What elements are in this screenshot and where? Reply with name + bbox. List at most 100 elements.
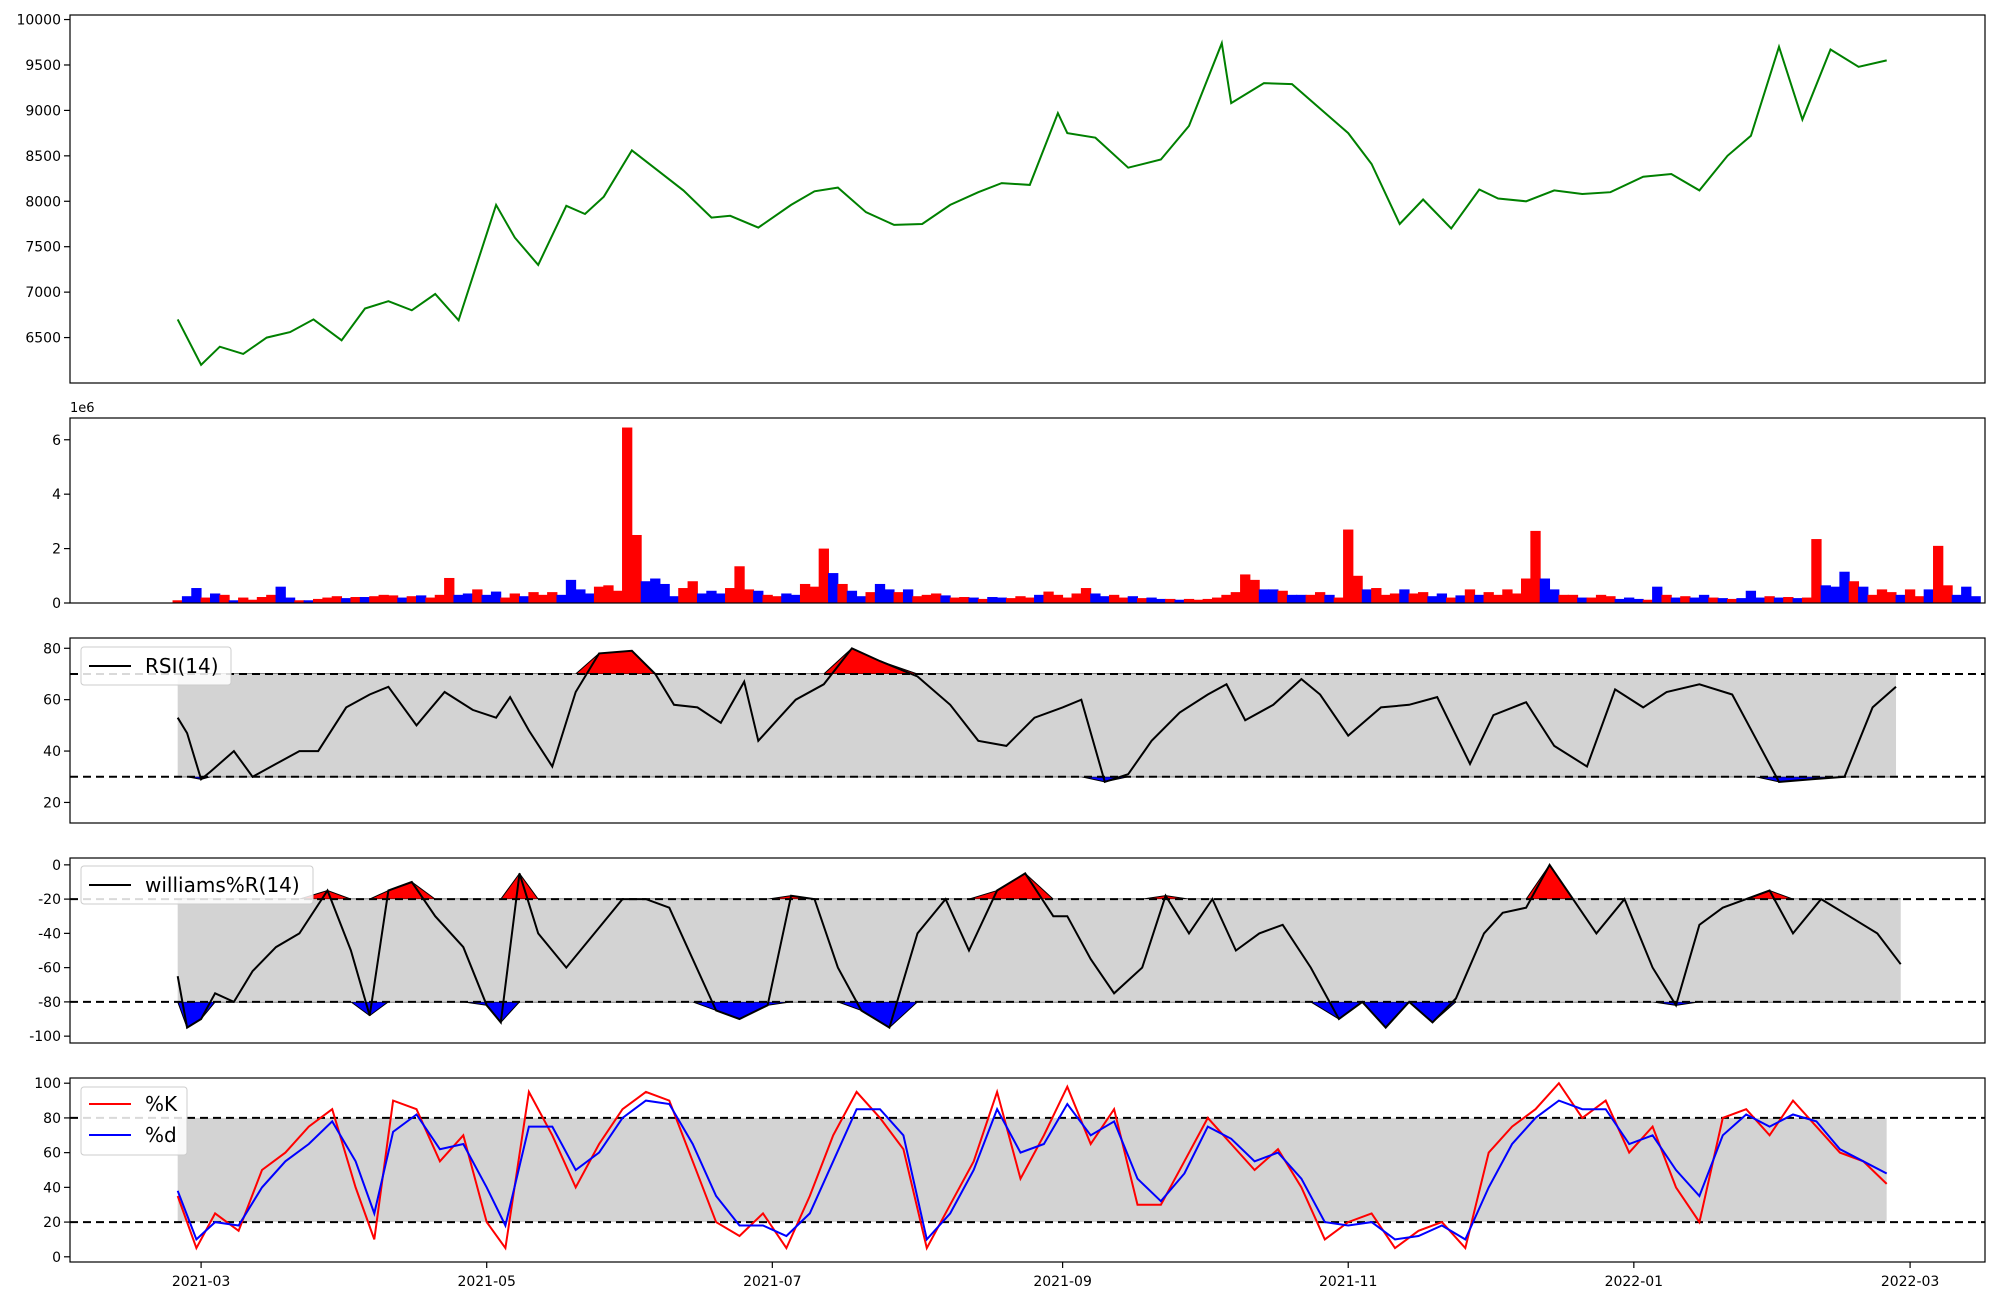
volume-bar: [1464, 589, 1476, 603]
volume-bar: [1137, 598, 1148, 603]
volume-bar: [1745, 590, 1757, 603]
y-tick-label: 8000: [25, 194, 61, 210]
volume-bar: [1951, 594, 1963, 603]
volume-bar: [949, 597, 961, 603]
volume-bar: [1258, 589, 1270, 603]
volume-bar: [462, 593, 474, 603]
rsi-band: [177, 673, 1897, 777]
volume-bar: [650, 578, 661, 603]
volume-bar: [884, 589, 895, 603]
volume-bar: [818, 548, 829, 603]
stochastic-axes-frame: [69, 1077, 1986, 1263]
y-tick-label: 7500: [25, 240, 61, 256]
volume-bar: [706, 590, 717, 603]
rsi-series-line: [176, 647, 1897, 784]
volume-bar: [519, 596, 530, 603]
y-tick-label: 0: [52, 596, 61, 612]
williams-r-legend: williams%R(14): [80, 865, 314, 905]
volume-bar: [790, 594, 801, 603]
williams-r-legend-frame: [80, 865, 314, 905]
volume-bar: [1211, 597, 1223, 603]
volume-bar: [1942, 585, 1953, 603]
volume-bar: [1483, 592, 1494, 603]
volume-bar: [238, 597, 249, 603]
volume-bar: [294, 600, 305, 603]
volume-bar: [1099, 596, 1110, 603]
volume-bar: [1155, 598, 1167, 603]
volume-bar: [1820, 585, 1831, 603]
volume-bar: [397, 597, 408, 603]
volume-bar: [247, 599, 258, 603]
volume-bar: [1015, 596, 1026, 603]
y-tick-label: 100: [34, 1076, 61, 1092]
volume-bar: [1380, 594, 1391, 603]
volume-bar: [369, 596, 380, 603]
stochastic-legend-label-k: %K: [145, 1092, 178, 1116]
price-chart-panel: 6500 7000 7500 8000 8500 9000 9500 10000: [16, 13, 1986, 384]
volume-bar: [640, 581, 652, 603]
series-line-d: [176, 1099, 1888, 1242]
y-tick-label: -20: [38, 892, 61, 908]
volume-bar: [378, 594, 389, 603]
volume-bar: [200, 597, 211, 603]
volume-bar: [1923, 589, 1934, 603]
volume-bar: [1858, 586, 1869, 603]
volume-bar: [1764, 596, 1775, 603]
volume-bar: [1904, 589, 1916, 603]
volume-bar: [1324, 594, 1335, 603]
volume-bar: [762, 594, 773, 603]
volume-bar: [1549, 589, 1560, 603]
rsi-legend: RSI(14): [80, 646, 232, 686]
rsi-legend-frame: [80, 646, 232, 686]
volume-bar: [1492, 594, 1504, 603]
stochastic-band: [177, 1117, 1887, 1223]
volume-bar: [1193, 599, 1204, 603]
volume-bar: [678, 588, 689, 603]
volume-bar: [771, 596, 783, 603]
volume-bar: [1389, 593, 1401, 603]
volume-bar: [256, 597, 268, 603]
y-tick-label: 60: [43, 1146, 61, 1162]
volume-bar: [593, 586, 605, 603]
y-tick-label: 40: [43, 1180, 61, 1196]
volume-bar: [1314, 592, 1326, 603]
volume-bar: [1268, 589, 1279, 603]
volume-bar: [444, 577, 455, 603]
volume-bar: [1848, 581, 1860, 603]
volume-bar: [1830, 586, 1841, 603]
volume-bar: [500, 597, 511, 603]
volume-bar: [799, 583, 811, 603]
volume-bar: [940, 595, 951, 603]
volume-bar: [603, 585, 614, 603]
y-tick-label: 20: [43, 795, 61, 811]
volume-bar: [1090, 593, 1101, 603]
volume-bar: [1689, 597, 1700, 603]
volume-bar: [1240, 574, 1251, 603]
volume-bar: [416, 595, 427, 603]
volume-bar: [874, 583, 886, 603]
volume-scale-label: 1e6: [70, 401, 95, 416]
volume-bar: [509, 593, 520, 603]
volume-bar: [1961, 586, 1972, 603]
volume-bar: [631, 534, 642, 603]
volume-bar: [1520, 578, 1532, 603]
y-tick-label: -60: [38, 961, 61, 977]
price-series-line: [176, 39, 1887, 367]
volume-bar: [1080, 588, 1092, 603]
volume-bar: [322, 597, 333, 603]
volume-bar: [1230, 592, 1242, 603]
volume-bar: [275, 586, 286, 603]
volume-bar: [856, 596, 867, 603]
volume-bar: [1839, 571, 1850, 603]
volume-bar: [959, 597, 970, 603]
volume-bar: [1586, 597, 1597, 603]
volume-bar: [359, 597, 371, 603]
volume-bar: [1043, 591, 1054, 603]
volume-bar: [668, 596, 680, 603]
volume-bar: [715, 593, 726, 603]
volume-bar: [266, 594, 277, 603]
volume-bar: [659, 583, 670, 603]
volume-bar: [1577, 597, 1588, 603]
y-tick-label: 80: [43, 1111, 61, 1127]
